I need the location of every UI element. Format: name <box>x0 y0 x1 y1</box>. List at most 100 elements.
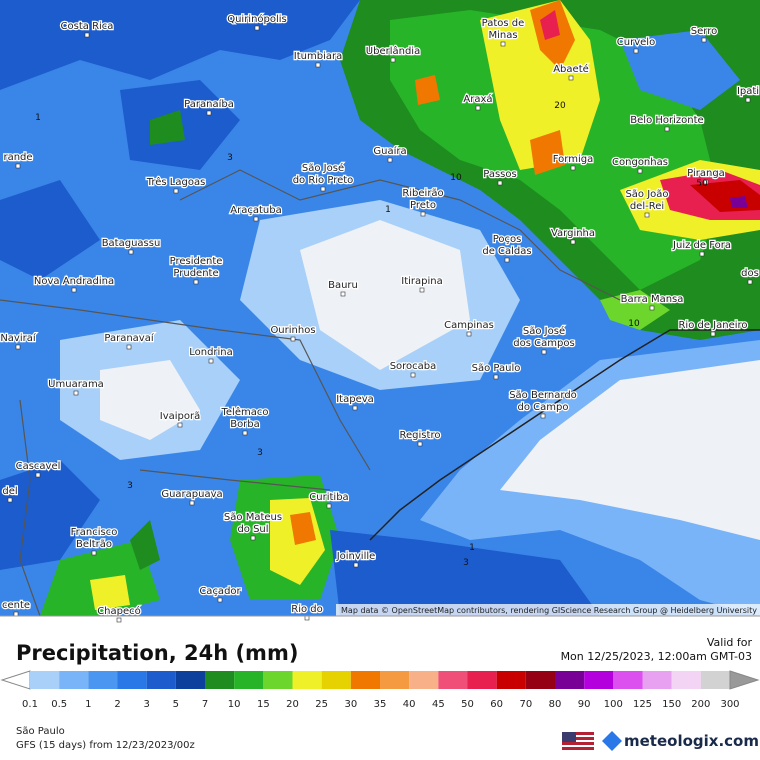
place-marker <box>710 331 716 337</box>
place-marker <box>91 550 97 556</box>
legend-tick-label: 1 <box>85 699 91 710</box>
place-marker <box>217 597 223 603</box>
place-marker <box>208 358 214 364</box>
place-marker <box>493 374 499 380</box>
legend-tick-label: 10 <box>228 699 241 710</box>
place-marker <box>206 110 212 116</box>
place-marker <box>466 331 472 337</box>
place-marker <box>15 344 21 350</box>
legend-swatch <box>117 671 147 689</box>
place-marker <box>570 165 576 171</box>
legend-swatch <box>88 671 118 689</box>
place-label: Joinville <box>336 551 376 562</box>
place-label: Guarapuava <box>161 489 222 500</box>
contour-label: 50 <box>696 179 708 189</box>
place-label: Caçador <box>199 586 241 597</box>
legend-tick-label: 80 <box>549 699 562 710</box>
legend-tick-label: 125 <box>633 699 652 710</box>
contour-label: 10 <box>628 319 640 329</box>
place-label: Barra Mansa <box>621 294 684 305</box>
place-label: Ribeirão <box>402 188 443 199</box>
place-label: Francisco <box>71 527 118 538</box>
place-label: del <box>2 486 17 497</box>
brand[interactable]: meteologix.com <box>624 732 759 750</box>
place-label: Patos de <box>482 18 525 29</box>
place-label: Curitiba <box>309 492 348 503</box>
place-label: Paranavaí <box>104 332 154 344</box>
place-marker <box>189 500 195 506</box>
place-label: Varginha <box>551 228 595 239</box>
contour-label: 1 <box>469 543 475 553</box>
place-marker <box>35 472 41 478</box>
place-label: Registro <box>400 430 441 441</box>
place-marker <box>703 179 709 185</box>
place-label: cente <box>2 600 30 611</box>
place-marker <box>71 287 77 293</box>
place-marker <box>500 41 506 47</box>
place-marker <box>128 249 134 255</box>
place-marker <box>7 497 13 503</box>
place-marker <box>701 37 707 43</box>
legend-swatch <box>205 671 235 689</box>
legend-tick-label: 300 <box>720 699 739 710</box>
location: São Paulo <box>16 726 65 737</box>
legend-swatch <box>467 671 497 689</box>
place-marker <box>664 126 670 132</box>
legend-tick-label: 45 <box>432 699 445 710</box>
place-label: Ourinhos <box>270 325 315 336</box>
place-label: Telêmaco <box>221 406 269 418</box>
place-marker <box>644 212 650 218</box>
place-label: São José <box>302 162 344 174</box>
legend-tick-label: 35 <box>374 699 387 710</box>
place-label: do Sul <box>237 524 268 535</box>
legend-tick-label: 60 <box>490 699 503 710</box>
valid-time: Mon 12/25/2023, 12:00am GMT-03 <box>561 650 752 663</box>
legend-swatch <box>30 671 60 689</box>
legend-tick-label: 0.1 <box>22 699 38 710</box>
legend-swatch <box>350 671 380 689</box>
legend-tick-label: 90 <box>578 699 591 710</box>
place-marker <box>541 349 547 355</box>
place-marker <box>699 251 705 257</box>
place-marker <box>387 157 393 163</box>
place-label: Poços <box>493 234 522 245</box>
place-label: Formiga <box>553 154 593 165</box>
place-label: Ivaiporã <box>160 411 200 422</box>
place-marker <box>497 180 503 186</box>
place-marker <box>193 279 199 285</box>
legend-swatch <box>700 671 730 689</box>
place-label: Cascavel <box>16 461 61 472</box>
place-marker <box>173 188 179 194</box>
place-label: Congonhas <box>612 157 668 168</box>
legend-tick-label: 30 <box>344 699 357 710</box>
place-marker <box>353 562 359 568</box>
place-label: Juiz de Fora <box>672 240 731 251</box>
place-label: Chapecó <box>97 605 141 617</box>
legend-swatch <box>59 671 89 689</box>
contour-label: 3 <box>463 558 469 568</box>
place-marker <box>304 615 310 621</box>
contour-label: 1 <box>35 113 41 123</box>
place-label: Guaíra <box>373 145 406 157</box>
contour-label: 3 <box>227 153 233 163</box>
legend-tick-label: 15 <box>257 699 270 710</box>
place-label: Campinas <box>444 320 494 331</box>
place-label: Prudente <box>173 268 218 279</box>
place-label: de Caldas <box>482 246 531 257</box>
place-marker <box>352 405 358 411</box>
model: GFS (15 days) from 12/23/2023/00z <box>16 740 195 751</box>
place-marker <box>254 25 260 31</box>
place-marker <box>570 239 576 245</box>
place-label: Bauru <box>328 280 358 291</box>
place-label: Presidente <box>170 256 223 267</box>
place-marker <box>419 287 425 293</box>
contour-label: 20 <box>554 101 566 111</box>
place-marker <box>242 430 248 436</box>
legend-swatch <box>146 671 176 689</box>
place-marker <box>747 279 753 285</box>
legend-swatch <box>438 671 468 689</box>
legend-tick-label: 50 <box>461 699 474 710</box>
place-label: Itirapina <box>401 276 442 287</box>
